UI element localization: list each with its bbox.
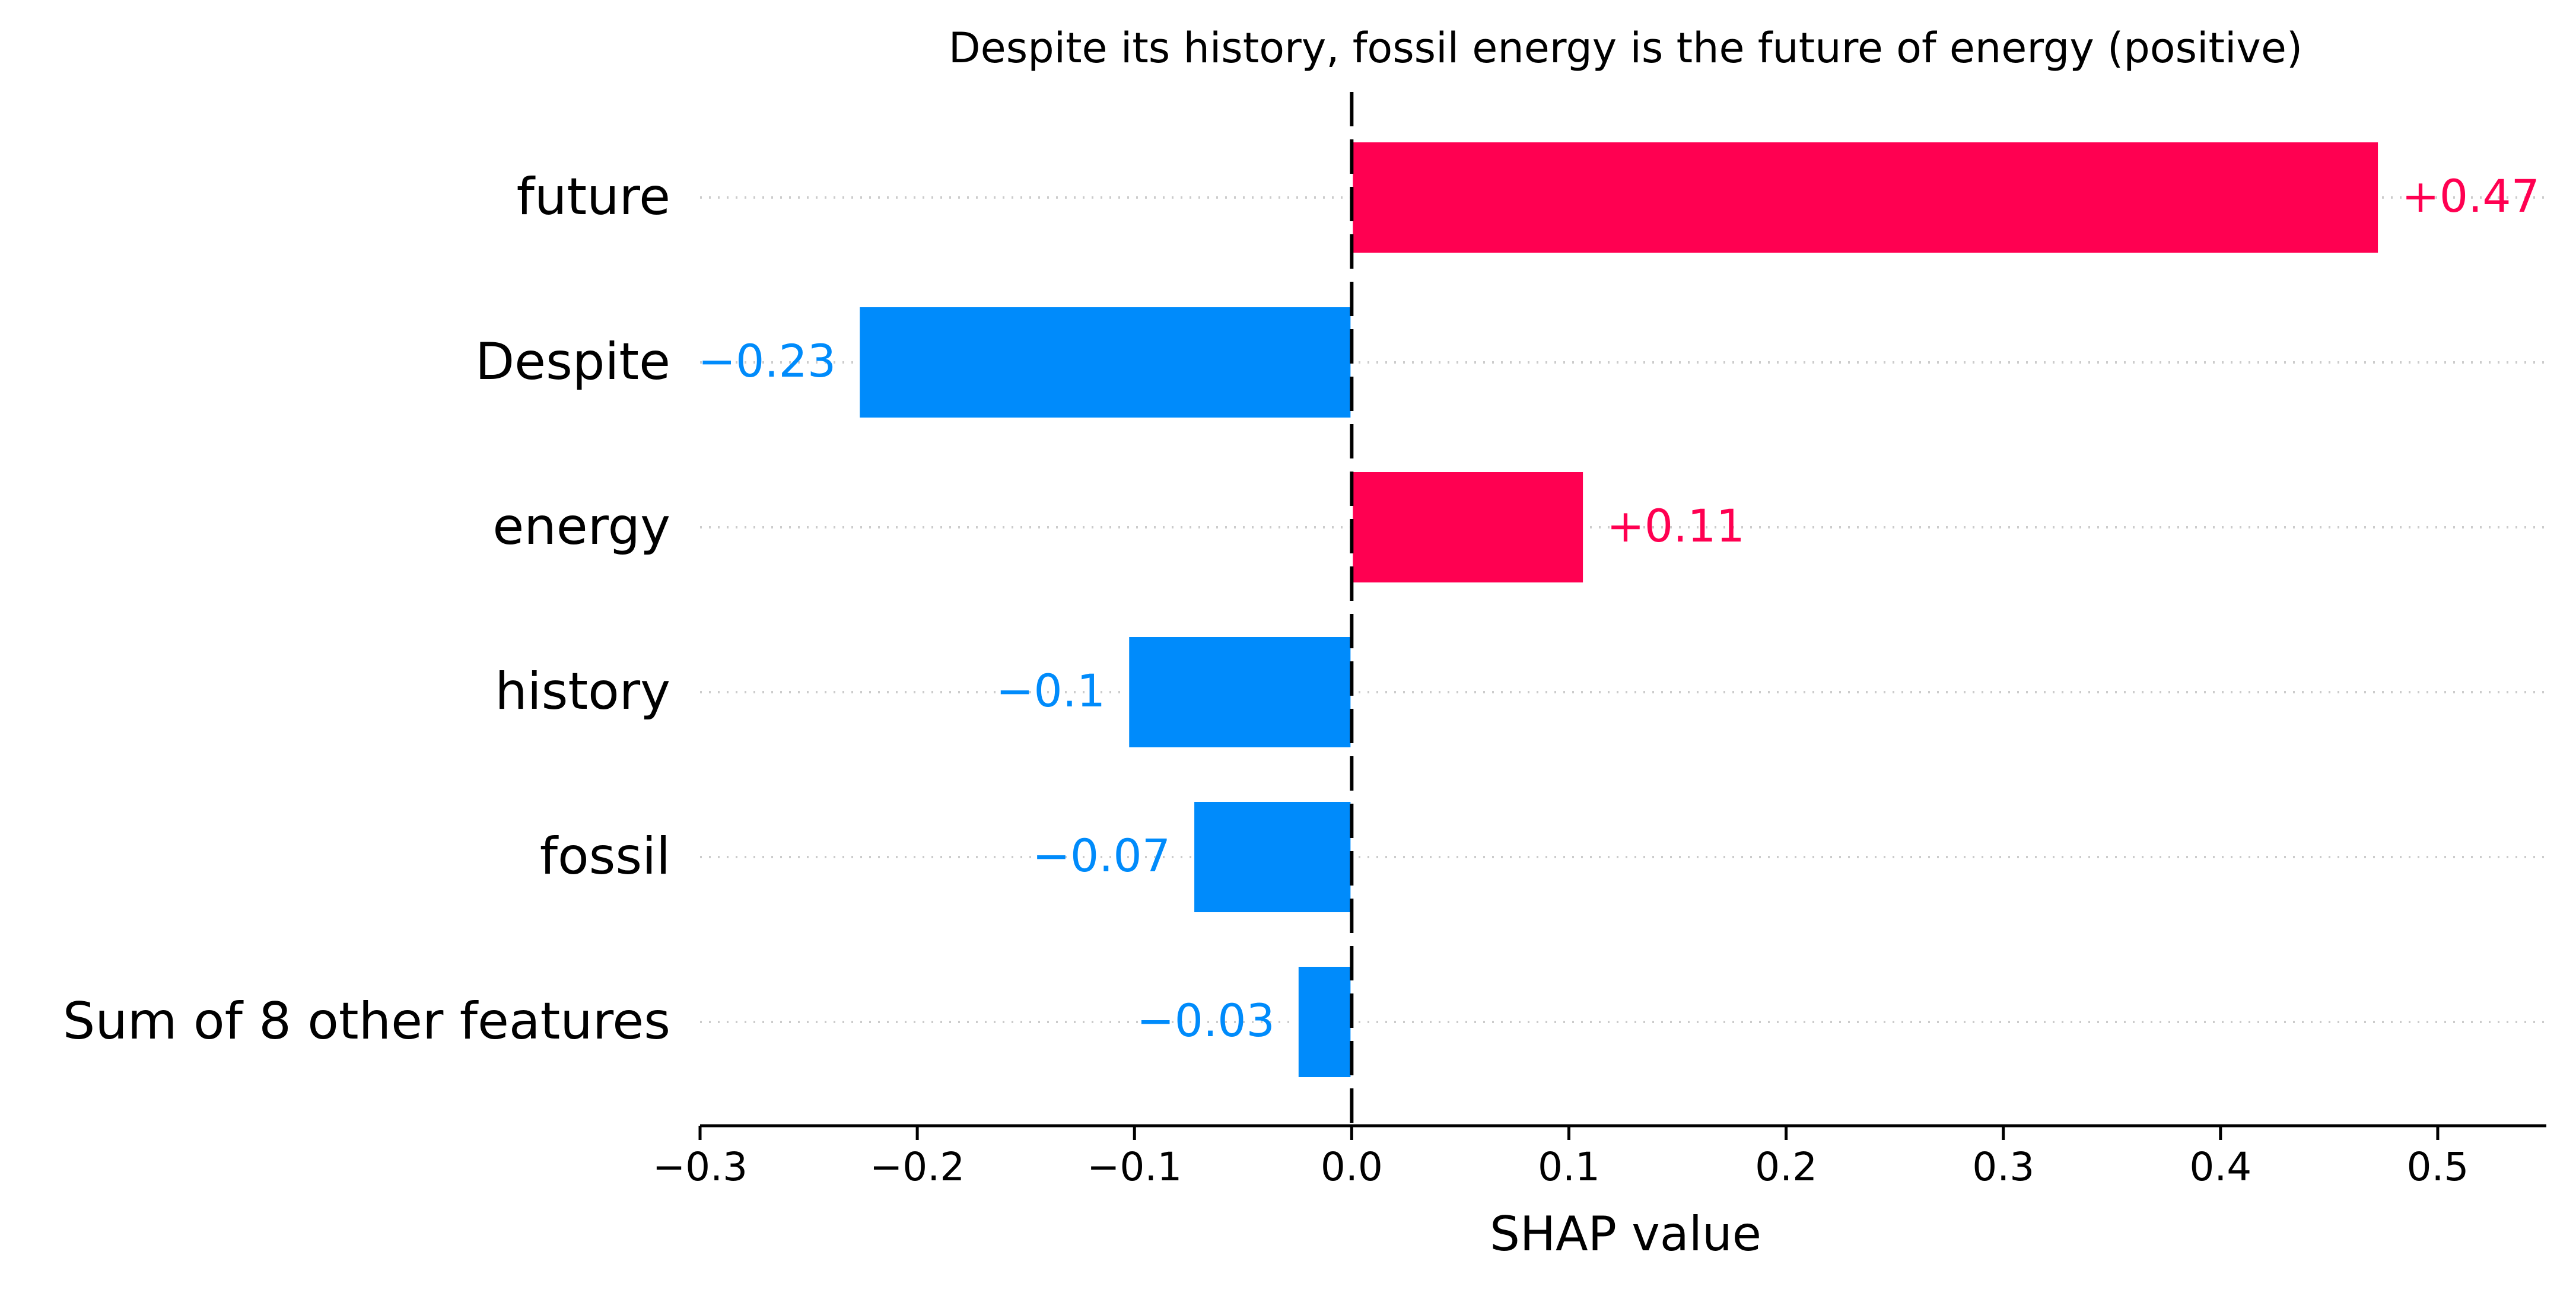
x-tick-label: 0.3 (1972, 1144, 2034, 1190)
value-label: −0.23 (698, 335, 836, 387)
x-tick-label: 0.2 (1755, 1144, 1817, 1190)
x-tick-label: 0.0 (1321, 1144, 1383, 1190)
x-tick-label: 0.1 (1538, 1144, 1600, 1190)
x-axis-label: SHAP value (1490, 1206, 1761, 1262)
value-label: −0.1 (996, 664, 1106, 717)
x-tick-label: 0.4 (2189, 1144, 2251, 1190)
category-label: future (517, 167, 670, 227)
value-label: +0.47 (2402, 170, 2540, 222)
bar-future (1350, 140, 2381, 255)
category-labels: future Despite energy history fossil Sum of 8… (63, 167, 670, 1051)
chart-title: Despite its history, fossil energy is th… (949, 24, 2303, 72)
category-label: energy (492, 497, 670, 556)
category-label: history (495, 662, 670, 721)
bar-despite (857, 305, 1353, 420)
x-tick-label: −0.2 (870, 1144, 965, 1190)
x-tick-label: 0.5 (2406, 1144, 2469, 1190)
category-label: fossil (540, 827, 670, 886)
bar-history (1127, 635, 1353, 750)
bar-sum-of-8-other-features (1296, 964, 1353, 1079)
x-axis: −0.3 −0.2 −0.1 0.0 0.1 0.2 0.3 0.4 0.5 (653, 1124, 2546, 1190)
bar-energy (1350, 470, 1586, 585)
category-label: Sum of 8 other features (63, 992, 670, 1051)
value-label: +0.11 (1607, 499, 1745, 552)
x-tick-label: −0.3 (653, 1144, 748, 1190)
category-label: Despite (475, 332, 670, 391)
bar-fossil (1192, 800, 1353, 915)
value-label: −0.03 (1137, 994, 1275, 1047)
value-labels: +0.47 −0.23 +0.11 −0.1 −0.07 −0.03 (698, 170, 2540, 1047)
value-label: −0.07 (1032, 829, 1171, 882)
x-tick-label: −0.1 (1087, 1144, 1182, 1190)
bars-layer (857, 140, 2381, 1079)
